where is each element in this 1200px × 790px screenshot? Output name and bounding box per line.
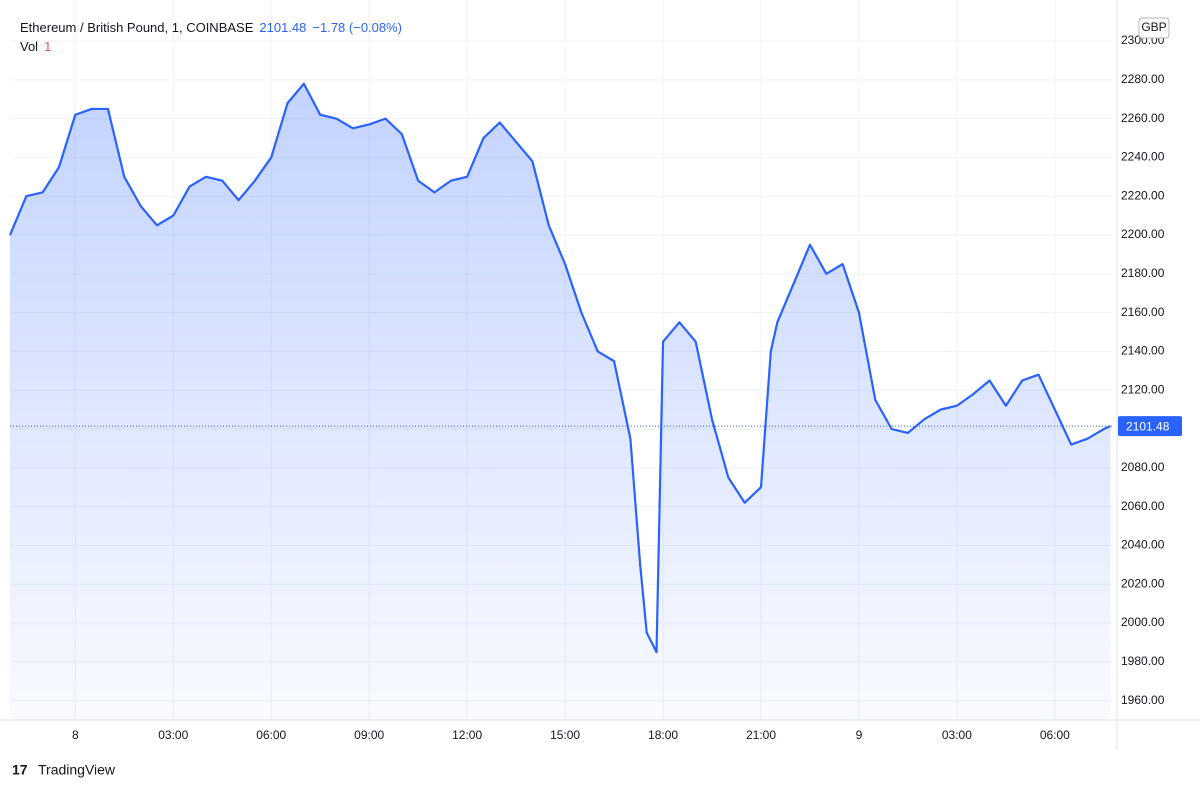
y-tick-label: 2180.00 <box>1121 266 1165 280</box>
y-tick-label: 2160.00 <box>1121 305 1165 319</box>
price: 2101.48 <box>259 20 307 35</box>
y-tick-label: 2020.00 <box>1121 576 1165 590</box>
x-tick-label: 06:00 <box>1040 728 1070 742</box>
y-tick-label: 2240.00 <box>1121 150 1165 164</box>
x-tick-label: 21:00 <box>746 728 776 742</box>
currency: GBP <box>1141 20 1166 34</box>
currency-box[interactable] <box>1138 17 1170 39</box>
x-tick-label: 09:00 <box>354 728 384 742</box>
price-line <box>8 82 1111 654</box>
y-tick-label: 2140.00 <box>1121 344 1165 358</box>
last-price-badge <box>1118 416 1182 437</box>
x-tick-label: 06:00 <box>256 728 286 742</box>
y-tick-label: 2120.00 <box>1121 382 1165 396</box>
logo-mark: 17 <box>12 762 28 778</box>
logo: 17 <box>12 762 28 778</box>
legend-header: Ethereum / British Pound, 1, COINBASE 210… <box>20 20 402 35</box>
y-tick-label: 2040.00 <box>1121 538 1165 552</box>
last-price-label: 2101.48 <box>1126 419 1170 433</box>
brand: TradingView <box>38 762 116 778</box>
y-tick-label: 2260.00 <box>1121 111 1165 125</box>
x-tick-label: 18:00 <box>648 728 678 742</box>
x-tick-label: 15:00 <box>550 728 580 742</box>
y-tick-label: 2000.00 <box>1121 615 1165 629</box>
y-tick-label: 1980.00 <box>1121 654 1165 668</box>
volume-value: 1 <box>44 39 52 54</box>
volume-label: Vol <box>20 39 39 54</box>
y-tick-label: 2280.00 <box>1121 72 1165 86</box>
y-tick-label: 2060.00 <box>1121 499 1165 513</box>
symbol: Ethereum / British Pound, 1, COINBASE <box>20 20 254 35</box>
y-tick-label: 1960.00 <box>1121 693 1165 707</box>
y-tick-label: 2220.00 <box>1121 188 1165 202</box>
x-tick-label: 03:00 <box>942 728 972 742</box>
x-tick-label: 9 <box>856 728 863 742</box>
area-fill <box>10 83 1111 721</box>
plot: 1960.00 1980.00 2000.00 2020.00 2040.00 2060.… <box>8 0 1182 742</box>
change: −1.78 (−0.08%) <box>312 20 403 35</box>
x-tick-label: 12:00 <box>452 728 482 742</box>
y-tick-label: 2080.00 <box>1121 460 1165 474</box>
x-tick-label: 03:00 <box>158 728 188 742</box>
y-tick-label: 2200.00 <box>1121 227 1165 241</box>
volume-header: Vol 1 <box>20 39 51 54</box>
x-tick-label: 8 <box>72 728 79 742</box>
